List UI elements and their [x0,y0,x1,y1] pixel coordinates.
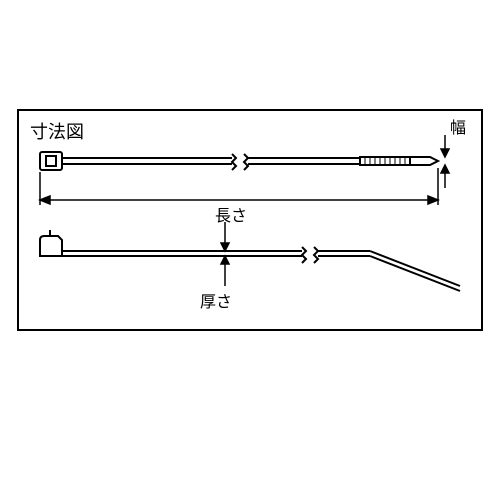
length-dimension [40,168,438,205]
thickness-label: 厚さ [200,288,232,312]
diagram-border [18,110,482,330]
diagram-svg [0,0,500,500]
side-tie-head [40,230,62,256]
width-label: 幅 [450,114,466,138]
top-tie-ratchet [360,157,410,165]
diagram-title: 寸法図 [30,118,84,144]
side-tie-body [62,247,460,291]
top-tie-head [40,152,62,170]
top-tie-body [62,154,360,170]
width-dimension [441,135,449,188]
length-label: 長さ [215,202,247,226]
thickness-dimension [221,222,229,286]
diagram-canvas: 寸法図 幅 長さ 厚さ [0,0,500,500]
top-tie-tip [410,157,438,165]
